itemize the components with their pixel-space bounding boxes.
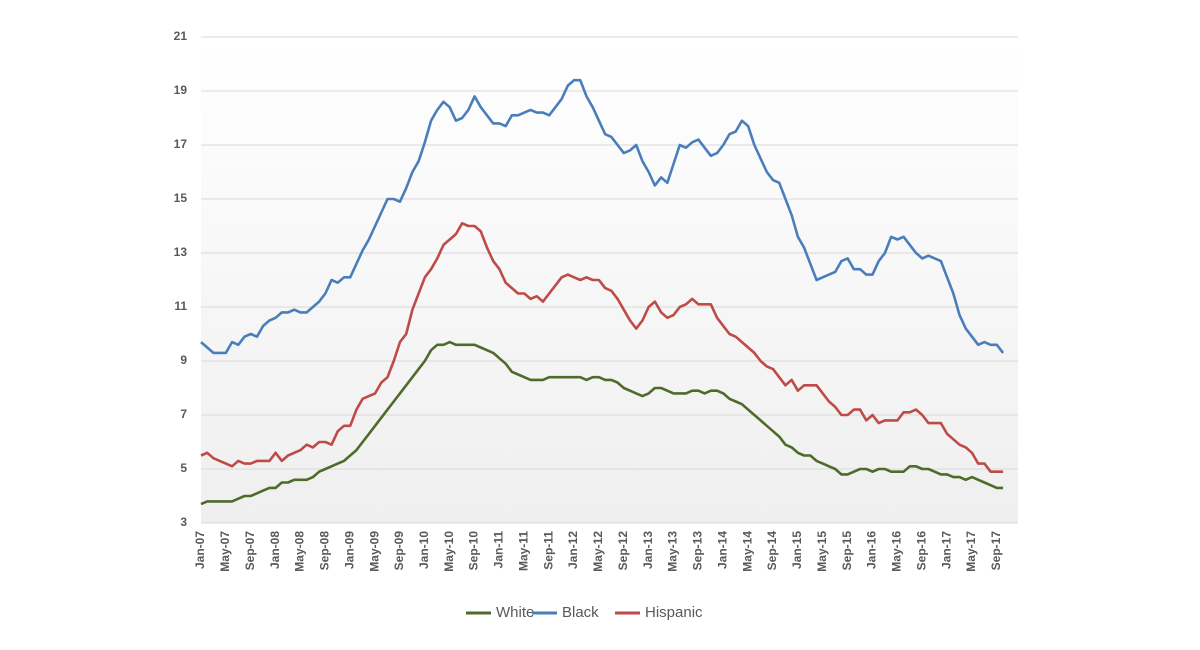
y-tick-label: 17 (174, 137, 188, 151)
x-tick-label: Jan-16 (865, 531, 879, 569)
y-tick-label: 7 (180, 407, 187, 421)
x-tick-label: Sep-10 (467, 531, 481, 571)
x-tick-label: May-14 (740, 531, 754, 572)
x-tick-label: May-08 (293, 531, 307, 572)
x-tick-label: Sep-12 (616, 531, 630, 571)
x-tick-label: Jan-08 (268, 531, 282, 569)
x-tick-label: Sep-08 (318, 531, 332, 571)
x-tick-label: May-12 (591, 531, 605, 572)
y-tick-label: 5 (180, 461, 187, 475)
x-tick-label: Jan-09 (342, 531, 356, 569)
x-tick-label: Jan-12 (566, 531, 580, 569)
y-tick-label: 21 (174, 29, 188, 43)
y-tick-label: 11 (174, 299, 187, 313)
series-line (200, 340, 1004, 506)
x-tick-label: Jan-07 (193, 531, 207, 569)
legend-label: White (496, 604, 534, 621)
x-tick-label: Sep-16 (914, 531, 928, 571)
x-tick-label: Sep-14 (765, 531, 779, 571)
x-tick-label: May-11 (516, 531, 530, 571)
x-tick-label: Sep-07 (243, 531, 257, 571)
x-tick-label: May-16 (890, 531, 904, 572)
x-tick-label: May-10 (442, 531, 456, 572)
x-tick-label: May-17 (964, 531, 978, 572)
x-tick-label: May-09 (367, 531, 381, 572)
x-tick-label: Jan-17 (939, 531, 953, 569)
x-tick-label: Jan-11 (492, 531, 506, 569)
y-tick-label: 9 (180, 353, 187, 367)
x-tick-label: Sep-15 (840, 531, 854, 571)
y-tick-label: 15 (174, 191, 188, 205)
x-tick-label: May-07 (218, 531, 232, 572)
series-line (200, 222, 1004, 473)
y-tick-label: 19 (174, 83, 188, 97)
legend-label: Black (562, 604, 599, 621)
x-tick-label: Sep-17 (989, 531, 1003, 571)
x-tick-label: Jan-14 (715, 531, 729, 569)
x-tick-label: Jan-10 (417, 531, 431, 569)
y-tick-label: 13 (174, 245, 188, 259)
x-tick-label: May-15 (815, 531, 829, 572)
x-tick-label: Sep-11 (541, 531, 555, 570)
x-tick-label: Jan-15 (790, 531, 804, 569)
plot-area (201, 37, 1018, 523)
series-line (200, 78, 1005, 355)
x-tick-label: Sep-13 (691, 531, 705, 571)
y-tick-label: 3 (180, 515, 187, 529)
x-tick-label: May-13 (666, 531, 680, 572)
legend-label: Hispanic (645, 604, 703, 621)
x-tick-label: Jan-13 (641, 531, 655, 569)
x-tick-label: Sep-09 (392, 531, 406, 571)
